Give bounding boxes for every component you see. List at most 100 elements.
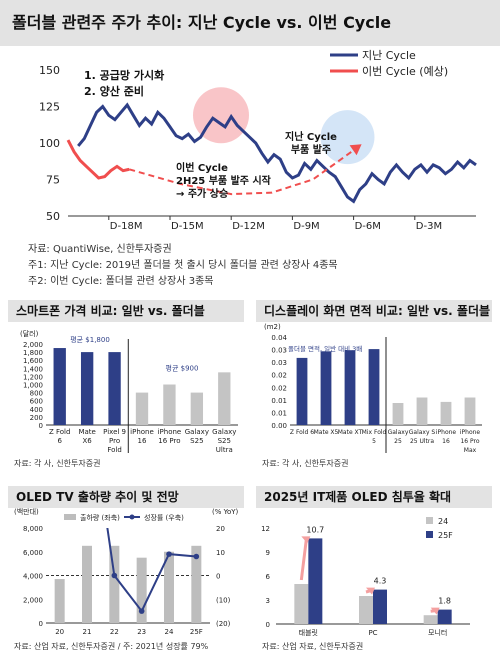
chart1-annot-this-cycle: 이번 Cycle: [176, 161, 228, 174]
chart5-data-label-2: 1.8: [438, 597, 451, 606]
chart2-bar-5: [190, 392, 204, 425]
chart3-xtick-5-1: 25 Ultra: [410, 438, 434, 445]
chart5-bar-24-2: [423, 615, 438, 624]
chart5-arrowhead-0: [301, 536, 311, 544]
chart5-arrow-0: [299, 539, 308, 581]
chart4-growth-point-3: [138, 608, 145, 614]
chart1-series-projection: [128, 149, 355, 196]
chart2-xtick-0-0: Z Fold: [49, 428, 70, 436]
chart3-xtick-4-1: 25: [394, 438, 402, 445]
chart2-xtick-3-0: iPhone: [130, 428, 154, 436]
chart4-legend-swatch-dot: [129, 514, 135, 520]
chart3-xtick-7-2: Max: [464, 447, 477, 454]
chart4-growth-point-5: [193, 553, 200, 560]
chart5-ytick-1: 3: [266, 597, 270, 605]
chart2-xtick-2-2: Fold: [107, 446, 121, 454]
chart2-ytick-5: 1,000: [23, 382, 43, 390]
chart5-xtick-2: 모니터: [428, 628, 447, 637]
chart1-xtick-3: D-9M: [293, 221, 319, 232]
chart2-ylabel: (달러): [20, 329, 39, 338]
chart3-ytick-4: 0.02: [271, 372, 287, 380]
chart5-ytick-4: 12: [261, 525, 270, 533]
chart3-bar-6: [440, 401, 452, 425]
chart4-xtick-3: 23: [137, 628, 146, 636]
chart4-ytick-4: 8,000: [23, 525, 43, 533]
chart1-series-last-cycle: [77, 102, 477, 204]
chart2-annot-normal-avg: 평균 $900: [166, 363, 199, 372]
chart2-xtick-0-1: 6: [57, 437, 62, 445]
chart3-ytick-7: 0.04: [271, 334, 287, 342]
chart5-source: 자료: 산업 자료, 신한투자증권: [262, 642, 364, 651]
chart2-ytick-7: 1,400: [23, 365, 43, 373]
chart2-bar-2: [108, 352, 121, 425]
chart1-annot-order-start: 2H25 부품 발주 시작: [176, 174, 272, 187]
chart2-xtick-1-0: Mate: [78, 428, 95, 436]
chart4-ytick-2: 4,000: [23, 573, 43, 581]
chart3-ylabel: (m2): [264, 323, 281, 331]
chart2-xtick-2-1: Pro: [109, 437, 120, 445]
chart4-bar-2: [109, 545, 120, 623]
chart2-bar-4: [163, 384, 176, 425]
chart1-series-this-cycle: [66, 139, 130, 180]
chart4-bar-5: [191, 545, 202, 623]
chart4-bar-4: [164, 551, 174, 623]
chart3-annot-fold-area: 폴더블 면적, 일반 대비 3배: [288, 344, 362, 353]
chart4-xtick-2: 22: [110, 628, 119, 636]
chart1-annot-mass-prep: 2. 양산 준비: [84, 84, 144, 98]
chart3-bar-0: [296, 357, 308, 425]
chart4-bar-0: [54, 579, 65, 623]
chart4-bar-3: [136, 557, 147, 623]
chart3-bar-3: [368, 349, 380, 425]
chart4-y2tick-0: (20): [216, 620, 231, 628]
chart5-ytick-0: 0: [266, 621, 270, 629]
chart4-xtick-0: 20: [55, 628, 64, 636]
chart3-title: 디스플레이 화면 면적 비교: 일반 vs. 폴더블: [256, 300, 492, 322]
chart4-y2label: (% YoY): [212, 508, 239, 516]
chart5-data-label-0: 10.7: [306, 525, 324, 534]
chart4-xtick-4: 24: [165, 628, 174, 636]
chart3-xtick-5-0: Galaxy S: [409, 429, 436, 436]
chart3-xtick-3-0: Mix Fold: [362, 429, 387, 436]
chart4-legend-line: 성장률 (우축): [144, 513, 184, 522]
chart1-legend-this: 이번 Cycle (예상): [362, 65, 448, 78]
chart4-y2tick-3: 10: [216, 549, 225, 557]
chart1-ytick-2: 100: [39, 137, 60, 150]
chart1-note2: 주2: 이번 Cycle: 폴더블 관련 상장사 3종목: [28, 276, 214, 287]
chart2-ytick-10: 2,000: [23, 341, 43, 349]
chart5-arrowhead-2: [430, 607, 440, 615]
chart4-growth-point-4: [166, 551, 172, 557]
chart3-ytick-1: 0.01: [271, 409, 287, 417]
chart4-legend-swatch-bar: [64, 514, 76, 520]
chart3-ytick-3: 0.02: [271, 384, 287, 392]
chart3-bar-7: [464, 397, 476, 425]
chart5-xtick-0: 태블릿: [299, 628, 318, 637]
chart2-xtick-3-1: 16: [138, 437, 147, 445]
chart1-ytick-4: 150: [39, 64, 60, 77]
chart3-ytick-6: 0.03: [271, 347, 287, 355]
chart3-xtick-7-1: 16 Pro: [460, 438, 479, 445]
chart3-xtick-4-0: Galaxy: [388, 429, 409, 436]
chart2-bar-3: [135, 392, 149, 425]
chart2-xtick-4-0: iPhone: [158, 428, 182, 436]
chart4-ytick-3: 6,000: [23, 549, 43, 557]
chart3-bar-2: [344, 350, 356, 425]
chart3-source: 자료: 각 사, 신한투자증권: [262, 459, 349, 468]
chart3-xtick-6-1: 16: [442, 438, 450, 445]
chart3-bar-5: [416, 397, 428, 425]
chart3-ytick-2: 0.01: [271, 397, 287, 405]
chart2-xtick-6-1: S25: [218, 437, 231, 445]
chart5-bar-24-0: [294, 584, 309, 624]
chart3-xtick-1-0: Mate X5: [314, 429, 339, 436]
chart2-xtick-6-2: Ultra: [216, 446, 233, 454]
chart4-y2tick-1: (10): [216, 596, 231, 604]
chart4-title: OLED TV 출하량 추이 및 전망: [8, 486, 244, 508]
chart4-ytick-0: 0: [39, 620, 43, 628]
chart4-y2tick-4: 20: [216, 525, 225, 533]
chart1-projection-arrowhead: [349, 144, 362, 156]
chart2-ytick-0: 0: [39, 422, 43, 430]
chart2-ytick-8: 1,600: [23, 357, 43, 365]
chart2-ytick-1: 200: [30, 414, 43, 422]
chart3-xtick-0-0: Z Fold 6: [290, 429, 314, 436]
chart3-xtick-7-0: iPhone: [460, 429, 481, 436]
